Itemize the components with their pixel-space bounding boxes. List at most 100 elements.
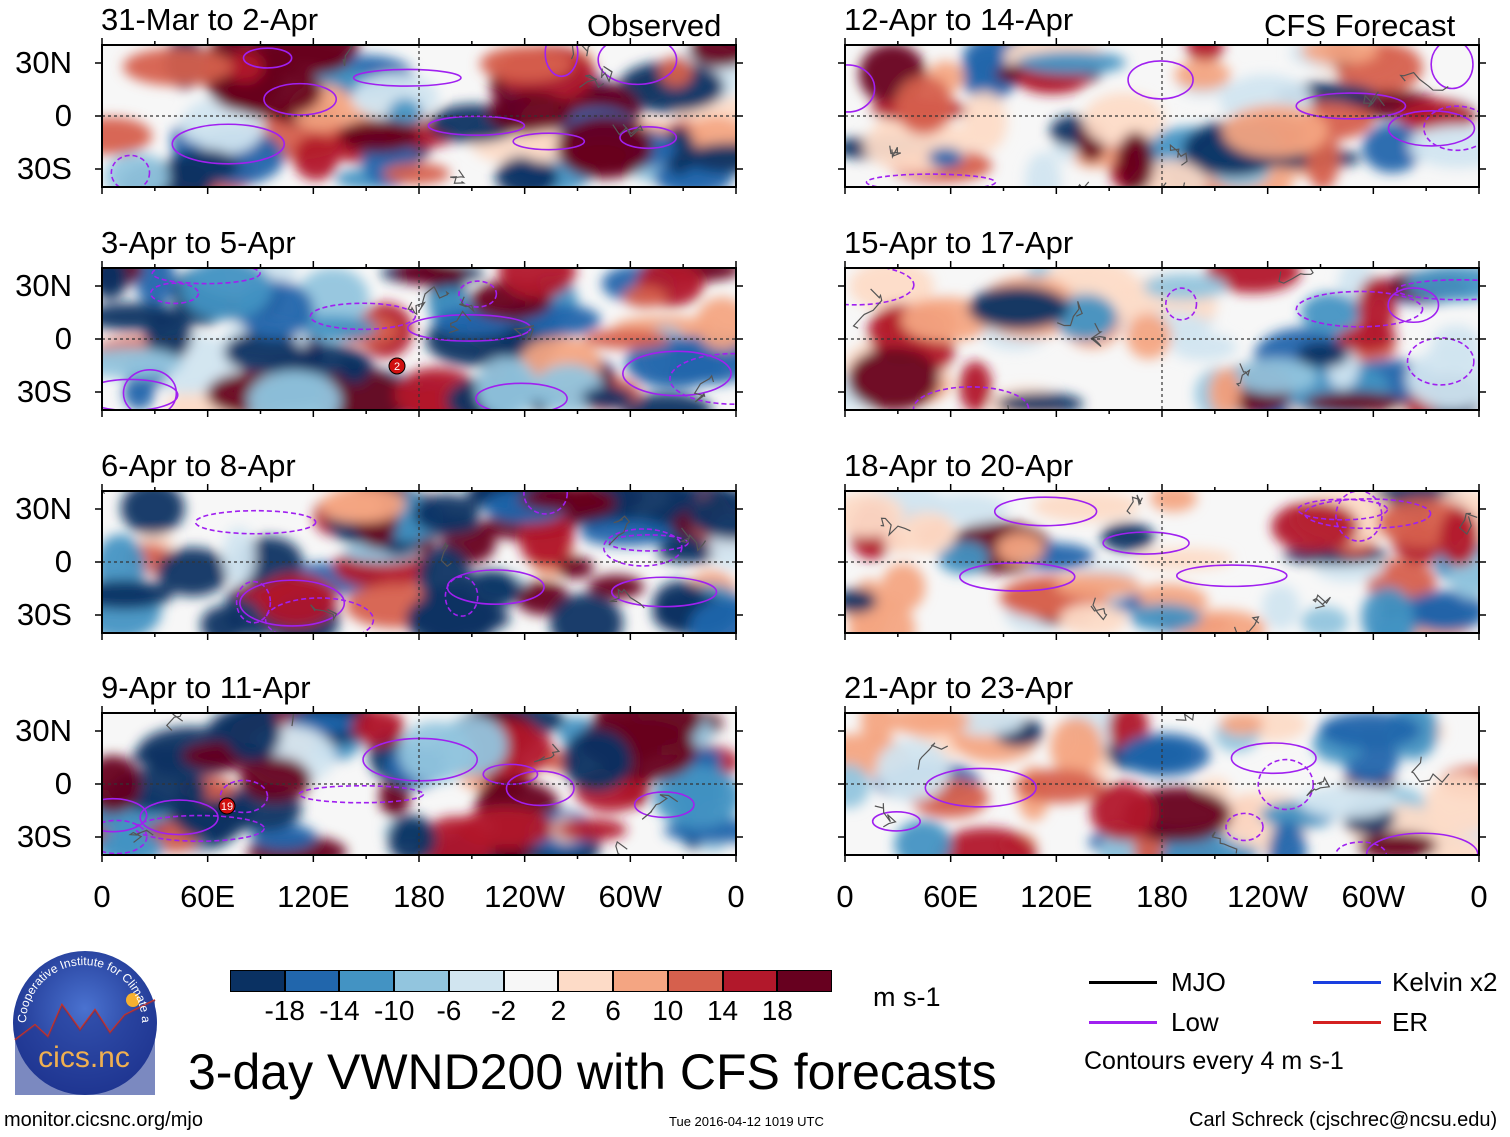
wind-anomaly-blob [104,152,170,187]
low-contour [139,799,219,836]
wind-anomaly-blob [156,547,230,597]
wind-anomaly-blob [352,713,405,747]
coastline [608,515,631,546]
wind-anomaly-blob [860,713,895,744]
panel-title: 18-Apr to 20-Apr [844,448,1074,483]
coastline [1306,776,1331,797]
lat-label: 30N [15,268,72,303]
wind-anomaly-blob [1357,831,1438,855]
wind-anomaly-blob [623,285,667,308]
coastline [852,288,883,329]
legend-label-er: ER [1392,1007,1429,1037]
coastline [609,588,645,609]
low-contour [924,767,1037,808]
coastline [1211,831,1238,854]
low-contour [263,82,338,116]
lat-label: 30S [16,374,72,409]
storm-marker-icon [388,357,406,375]
wind-anomaly-blob [1262,584,1300,630]
wind-anomaly-blob [102,347,183,379]
wind-anomaly-blob [413,493,480,534]
low-contour [444,575,479,617]
coastline [880,517,911,537]
coastline [693,374,715,403]
lat-label: 30N [15,491,72,526]
colorbar-swatch [558,970,614,992]
coastline [917,742,949,770]
low-contour [352,68,462,87]
low-contour [633,791,695,819]
low-contour [1406,337,1475,386]
storm-label: 19 [221,801,233,813]
wind-anomaly-blob [1126,313,1172,360]
lon-label: 60E [923,879,979,914]
wind-anomaly-blob [200,606,245,633]
footer-timestamp: Tue 2016-04-12 1019 UTC [669,1114,824,1129]
low-contour [959,561,1076,592]
coastline [1175,713,1195,721]
wind-anomaly-blob [1406,347,1479,410]
low-contour [1225,812,1264,842]
low-contour [523,491,569,515]
wind-anomaly-blob [1050,717,1104,778]
low-contour [134,814,265,843]
lon-label: 60E [180,879,236,914]
panel-title: 6-Apr to 8-Apr [101,448,296,483]
low-contour [194,509,317,535]
wind-anomaly-blob [293,134,339,181]
wind-anomaly-blob [1015,768,1105,803]
colorbar-label: 10 [652,995,684,1026]
low-contour [845,268,915,306]
panel-title: 9-Apr to 11-Apr [101,670,311,705]
wind-anomaly-blob [1054,572,1141,598]
colorbar-label: 18 [761,995,793,1026]
coastline [534,743,561,763]
colorbar-swatch [448,970,504,992]
legend-label-low: Low [1171,1007,1219,1037]
coastline [1169,143,1188,166]
wind-anomaly-blob [849,268,935,312]
wind-anomaly-blob [845,588,877,614]
wind-anomaly-blob [555,818,627,841]
colorbar-swatch [667,970,723,992]
coastline [579,74,604,89]
wind-anomaly-blob [1300,606,1349,633]
low-contour [993,496,1098,527]
wind-anomaly-blob [1405,268,1479,302]
wind-anomaly-blob [226,51,264,83]
coastline [1458,512,1478,536]
wind-anomaly-blob [1222,104,1329,158]
footer-url[interactable]: monitor.cicsnc.org/mjo [4,1109,203,1131]
wind-anomaly-blob [222,526,256,585]
wind-anomaly-blob [1424,773,1479,836]
low-contour [1303,498,1432,530]
coastline [679,527,707,552]
coastline [1312,594,1331,609]
low-contour [1127,60,1194,100]
low-contour [871,811,921,832]
panel-title: 21-Apr to 23-Apr [844,670,1074,705]
legend-label-mjo: MJO [1171,967,1226,997]
map-panel [838,484,1486,640]
wind-anomaly-blob [621,393,713,410]
wind-anomaly-blob [1298,784,1398,819]
wind-anomaly-blob [224,713,282,762]
legend-label-kelvin: Kelvin x2 [1392,967,1498,997]
wind-anomaly-blob [1271,501,1359,553]
low-contour [597,45,678,86]
low-contour [102,378,179,410]
wind-anomaly-blob [1439,507,1479,567]
coastline [1410,756,1450,784]
wind-anomaly-blob [479,46,574,82]
wind-anomaly-blob [549,593,624,633]
colorbar-swatch [722,970,778,992]
lon-label: 0 [1470,879,1488,914]
panel-title: 15-Apr to 17-Apr [844,225,1074,260]
lat-label: 0 [54,321,72,356]
colorbar-label: -6 [436,995,462,1026]
low-contour [1387,110,1476,147]
wind-anomaly-blob [1296,341,1349,368]
wind-anomaly-blob [1205,268,1301,294]
wind-anomaly-blob [247,370,341,410]
